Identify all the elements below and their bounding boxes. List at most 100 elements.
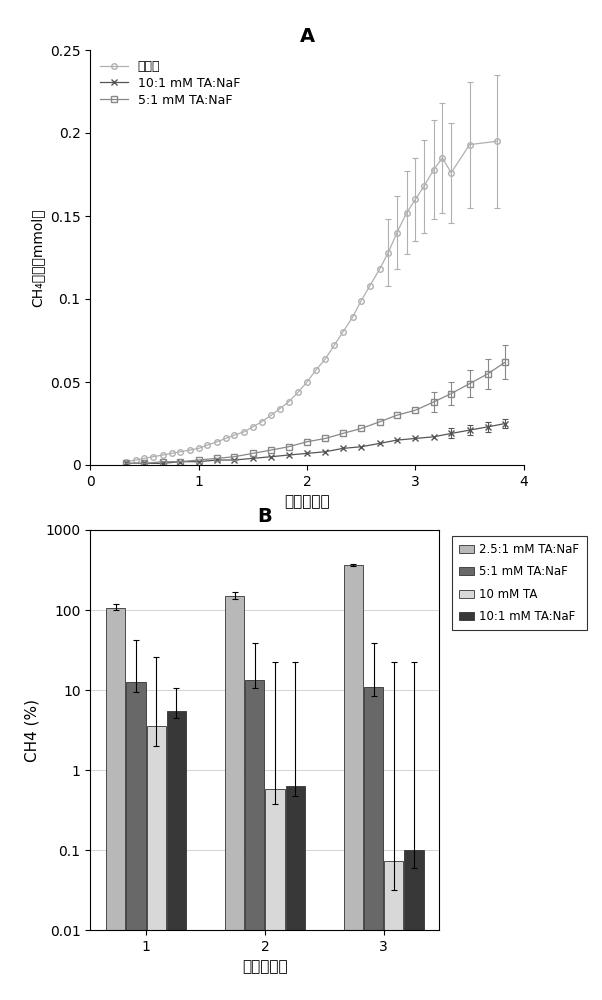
未处理 (285, 396, 292, 408)
Bar (344, 565, 363, 1000)
10:1 mM TA:NaF (195, 456, 202, 468)
Bar (126, 682, 146, 1000)
10:1 mM TA:NaF (485, 421, 492, 433)
10:1 mM TA:NaF (141, 457, 148, 469)
5:1 mM TA:NaF (339, 427, 346, 439)
未处理 (222, 432, 229, 444)
未处理 (376, 263, 383, 275)
5:1 mM TA:NaF (160, 456, 167, 468)
10:1 mM TA:NaF (214, 454, 221, 466)
5:1 mM TA:NaF (303, 436, 311, 448)
未处理 (258, 416, 265, 428)
5:1 mM TA:NaF (430, 396, 438, 408)
10:1 mM TA:NaF (122, 457, 129, 469)
未处理 (295, 386, 302, 398)
10:1 mM TA:NaF (393, 434, 400, 446)
5:1 mM TA:NaF (501, 356, 509, 368)
Bar (225, 596, 244, 1000)
Line: 10:1 mM TA:NaF: 10:1 mM TA:NaF (123, 421, 508, 466)
未处理 (330, 339, 338, 351)
未处理 (168, 447, 175, 459)
10:1 mM TA:NaF (466, 424, 473, 436)
Bar (265, 789, 285, 1000)
未处理 (176, 446, 184, 458)
10:1 mM TA:NaF (249, 452, 256, 464)
Bar (106, 608, 125, 1000)
Legend: 未处理, 10:1 mM TA:NaF, 5:1 mM TA:NaF: 未处理, 10:1 mM TA:NaF, 5:1 mM TA:NaF (96, 56, 244, 110)
5:1 mM TA:NaF (122, 457, 129, 469)
未处理 (187, 444, 194, 456)
10:1 mM TA:NaF (285, 449, 292, 461)
Y-axis label: CH4 (%): CH4 (%) (25, 698, 40, 762)
5:1 mM TA:NaF (214, 452, 221, 464)
未处理 (141, 452, 148, 464)
5:1 mM TA:NaF (231, 451, 238, 463)
10:1 mM TA:NaF (231, 454, 238, 466)
未处理 (447, 167, 455, 179)
未处理 (349, 311, 356, 323)
5:1 mM TA:NaF (412, 404, 419, 416)
未处理 (439, 152, 446, 164)
Bar (364, 687, 383, 1000)
未处理 (160, 449, 167, 461)
10:1 mM TA:NaF (160, 457, 167, 469)
10:1 mM TA:NaF (412, 432, 419, 444)
X-axis label: 时间（天）: 时间（天） (284, 494, 330, 509)
10:1 mM TA:NaF (176, 456, 184, 468)
X-axis label: 时间（周）: 时间（周） (242, 959, 288, 974)
未处理 (420, 180, 427, 192)
未处理 (268, 409, 275, 421)
10:1 mM TA:NaF (322, 446, 329, 458)
未处理 (393, 227, 400, 239)
10:1 mM TA:NaF (358, 441, 365, 453)
未处理 (358, 295, 365, 307)
Title: B: B (258, 507, 272, 526)
未处理 (203, 439, 211, 451)
未处理 (214, 436, 221, 448)
5:1 mM TA:NaF (322, 432, 329, 444)
未处理 (312, 364, 319, 376)
Line: 5:1 mM TA:NaF: 5:1 mM TA:NaF (123, 359, 508, 466)
5:1 mM TA:NaF (447, 388, 455, 400)
未处理 (430, 164, 438, 176)
未处理 (122, 456, 129, 468)
10:1 mM TA:NaF (268, 451, 275, 463)
未处理 (132, 454, 140, 466)
未处理 (366, 280, 373, 292)
5:1 mM TA:NaF (249, 447, 256, 459)
Line: 未处理: 未处理 (123, 139, 500, 464)
10:1 mM TA:NaF (339, 442, 346, 454)
5:1 mM TA:NaF (393, 409, 400, 421)
Y-axis label: CH₄排放（mmol）: CH₄排放（mmol） (30, 208, 45, 307)
10:1 mM TA:NaF (501, 418, 509, 430)
10:1 mM TA:NaF (447, 427, 455, 439)
5:1 mM TA:NaF (466, 378, 473, 390)
5:1 mM TA:NaF (141, 457, 148, 469)
5:1 mM TA:NaF (268, 444, 275, 456)
未处理 (339, 326, 346, 338)
Bar (285, 786, 305, 1000)
未处理 (249, 421, 256, 433)
未处理 (195, 442, 202, 454)
10:1 mM TA:NaF (376, 437, 383, 449)
未处理 (466, 139, 473, 151)
未处理 (276, 403, 284, 415)
未处理 (241, 426, 248, 438)
5:1 mM TA:NaF (485, 368, 492, 380)
未处理 (385, 247, 392, 259)
Bar (384, 861, 403, 1000)
10:1 mM TA:NaF (303, 447, 311, 459)
Bar (245, 680, 264, 1000)
5:1 mM TA:NaF (195, 454, 202, 466)
5:1 mM TA:NaF (376, 416, 383, 428)
5:1 mM TA:NaF (176, 456, 184, 468)
未处理 (303, 376, 311, 388)
未处理 (403, 207, 411, 219)
10:1 mM TA:NaF (430, 431, 438, 443)
5:1 mM TA:NaF (285, 441, 292, 453)
Bar (167, 711, 186, 1000)
未处理 (412, 193, 419, 205)
Bar (405, 850, 424, 1000)
未处理 (322, 353, 329, 365)
未处理 (231, 429, 238, 441)
